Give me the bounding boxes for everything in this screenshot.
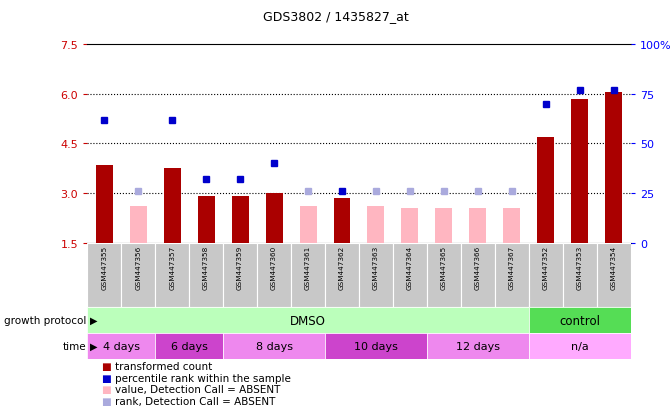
Text: GDS3802 / 1435827_at: GDS3802 / 1435827_at [262,10,409,23]
Text: 4 days: 4 days [103,341,140,351]
Text: GSM447361: GSM447361 [305,245,311,290]
Bar [427,333,529,359]
Bar [461,243,495,307]
Text: ▶: ▶ [90,315,97,325]
Text: GSM447362: GSM447362 [339,245,345,290]
Bar [121,243,155,307]
Bar [605,93,622,243]
Text: rank, Detection Call = ABSENT: rank, Detection Call = ABSENT [115,396,276,406]
Text: 8 days: 8 days [256,341,293,351]
Bar [291,243,325,307]
Text: control: control [560,314,601,327]
Bar [155,333,223,359]
Bar [198,197,215,243]
Bar [537,138,554,243]
Text: growth protocol: growth protocol [3,315,86,325]
Bar [189,243,223,307]
Bar [223,243,257,307]
Bar [401,209,419,243]
Text: GSM447355: GSM447355 [101,245,107,290]
Bar [597,243,631,307]
Bar [223,333,325,359]
Text: GSM447363: GSM447363 [373,245,379,290]
Text: DMSO: DMSO [290,314,326,327]
Text: GSM447356: GSM447356 [135,245,141,290]
Bar [571,100,588,243]
Bar [87,243,121,307]
Bar [155,243,189,307]
Text: GSM447359: GSM447359 [237,245,243,290]
Bar [393,243,427,307]
Text: percentile rank within the sample: percentile rank within the sample [115,373,291,383]
Text: GSM447354: GSM447354 [611,245,617,290]
Bar [96,166,113,243]
Bar [563,243,597,307]
Bar [503,209,520,243]
Text: GSM447367: GSM447367 [509,245,515,290]
Text: ■: ■ [101,361,111,371]
Bar [529,333,631,359]
Text: GSM447366: GSM447366 [475,245,481,290]
Text: GSM447364: GSM447364 [407,245,413,290]
Bar [325,333,427,359]
Bar [427,243,461,307]
Text: ■: ■ [101,373,111,383]
Text: value, Detection Call = ABSENT: value, Detection Call = ABSENT [115,385,280,394]
Bar [257,243,291,307]
Bar [231,197,248,243]
Text: GSM447357: GSM447357 [169,245,175,290]
Text: 10 days: 10 days [354,341,398,351]
Text: 12 days: 12 days [456,341,500,351]
Text: ▶: ▶ [90,341,97,351]
Bar [333,199,350,243]
Bar [470,209,486,243]
Bar [359,243,393,307]
Bar [87,333,155,359]
Bar [87,307,529,333]
Text: time: time [62,341,86,351]
Bar [495,243,529,307]
Bar [435,209,452,243]
Text: GSM447360: GSM447360 [271,245,277,290]
Bar [368,207,384,243]
Text: GSM447352: GSM447352 [543,245,549,290]
Text: 6 days: 6 days [170,341,207,351]
Bar [164,169,180,243]
Text: GSM447365: GSM447365 [441,245,447,290]
Bar [325,243,359,307]
Text: ■: ■ [101,396,111,406]
Text: transformed count: transformed count [115,361,213,371]
Bar [529,307,631,333]
Text: GSM447353: GSM447353 [577,245,583,290]
Bar [266,194,282,243]
Text: GSM447358: GSM447358 [203,245,209,290]
Text: n/a: n/a [571,341,588,351]
Bar [299,207,317,243]
Bar [529,243,563,307]
Bar [130,207,147,243]
Text: ■: ■ [101,385,111,394]
